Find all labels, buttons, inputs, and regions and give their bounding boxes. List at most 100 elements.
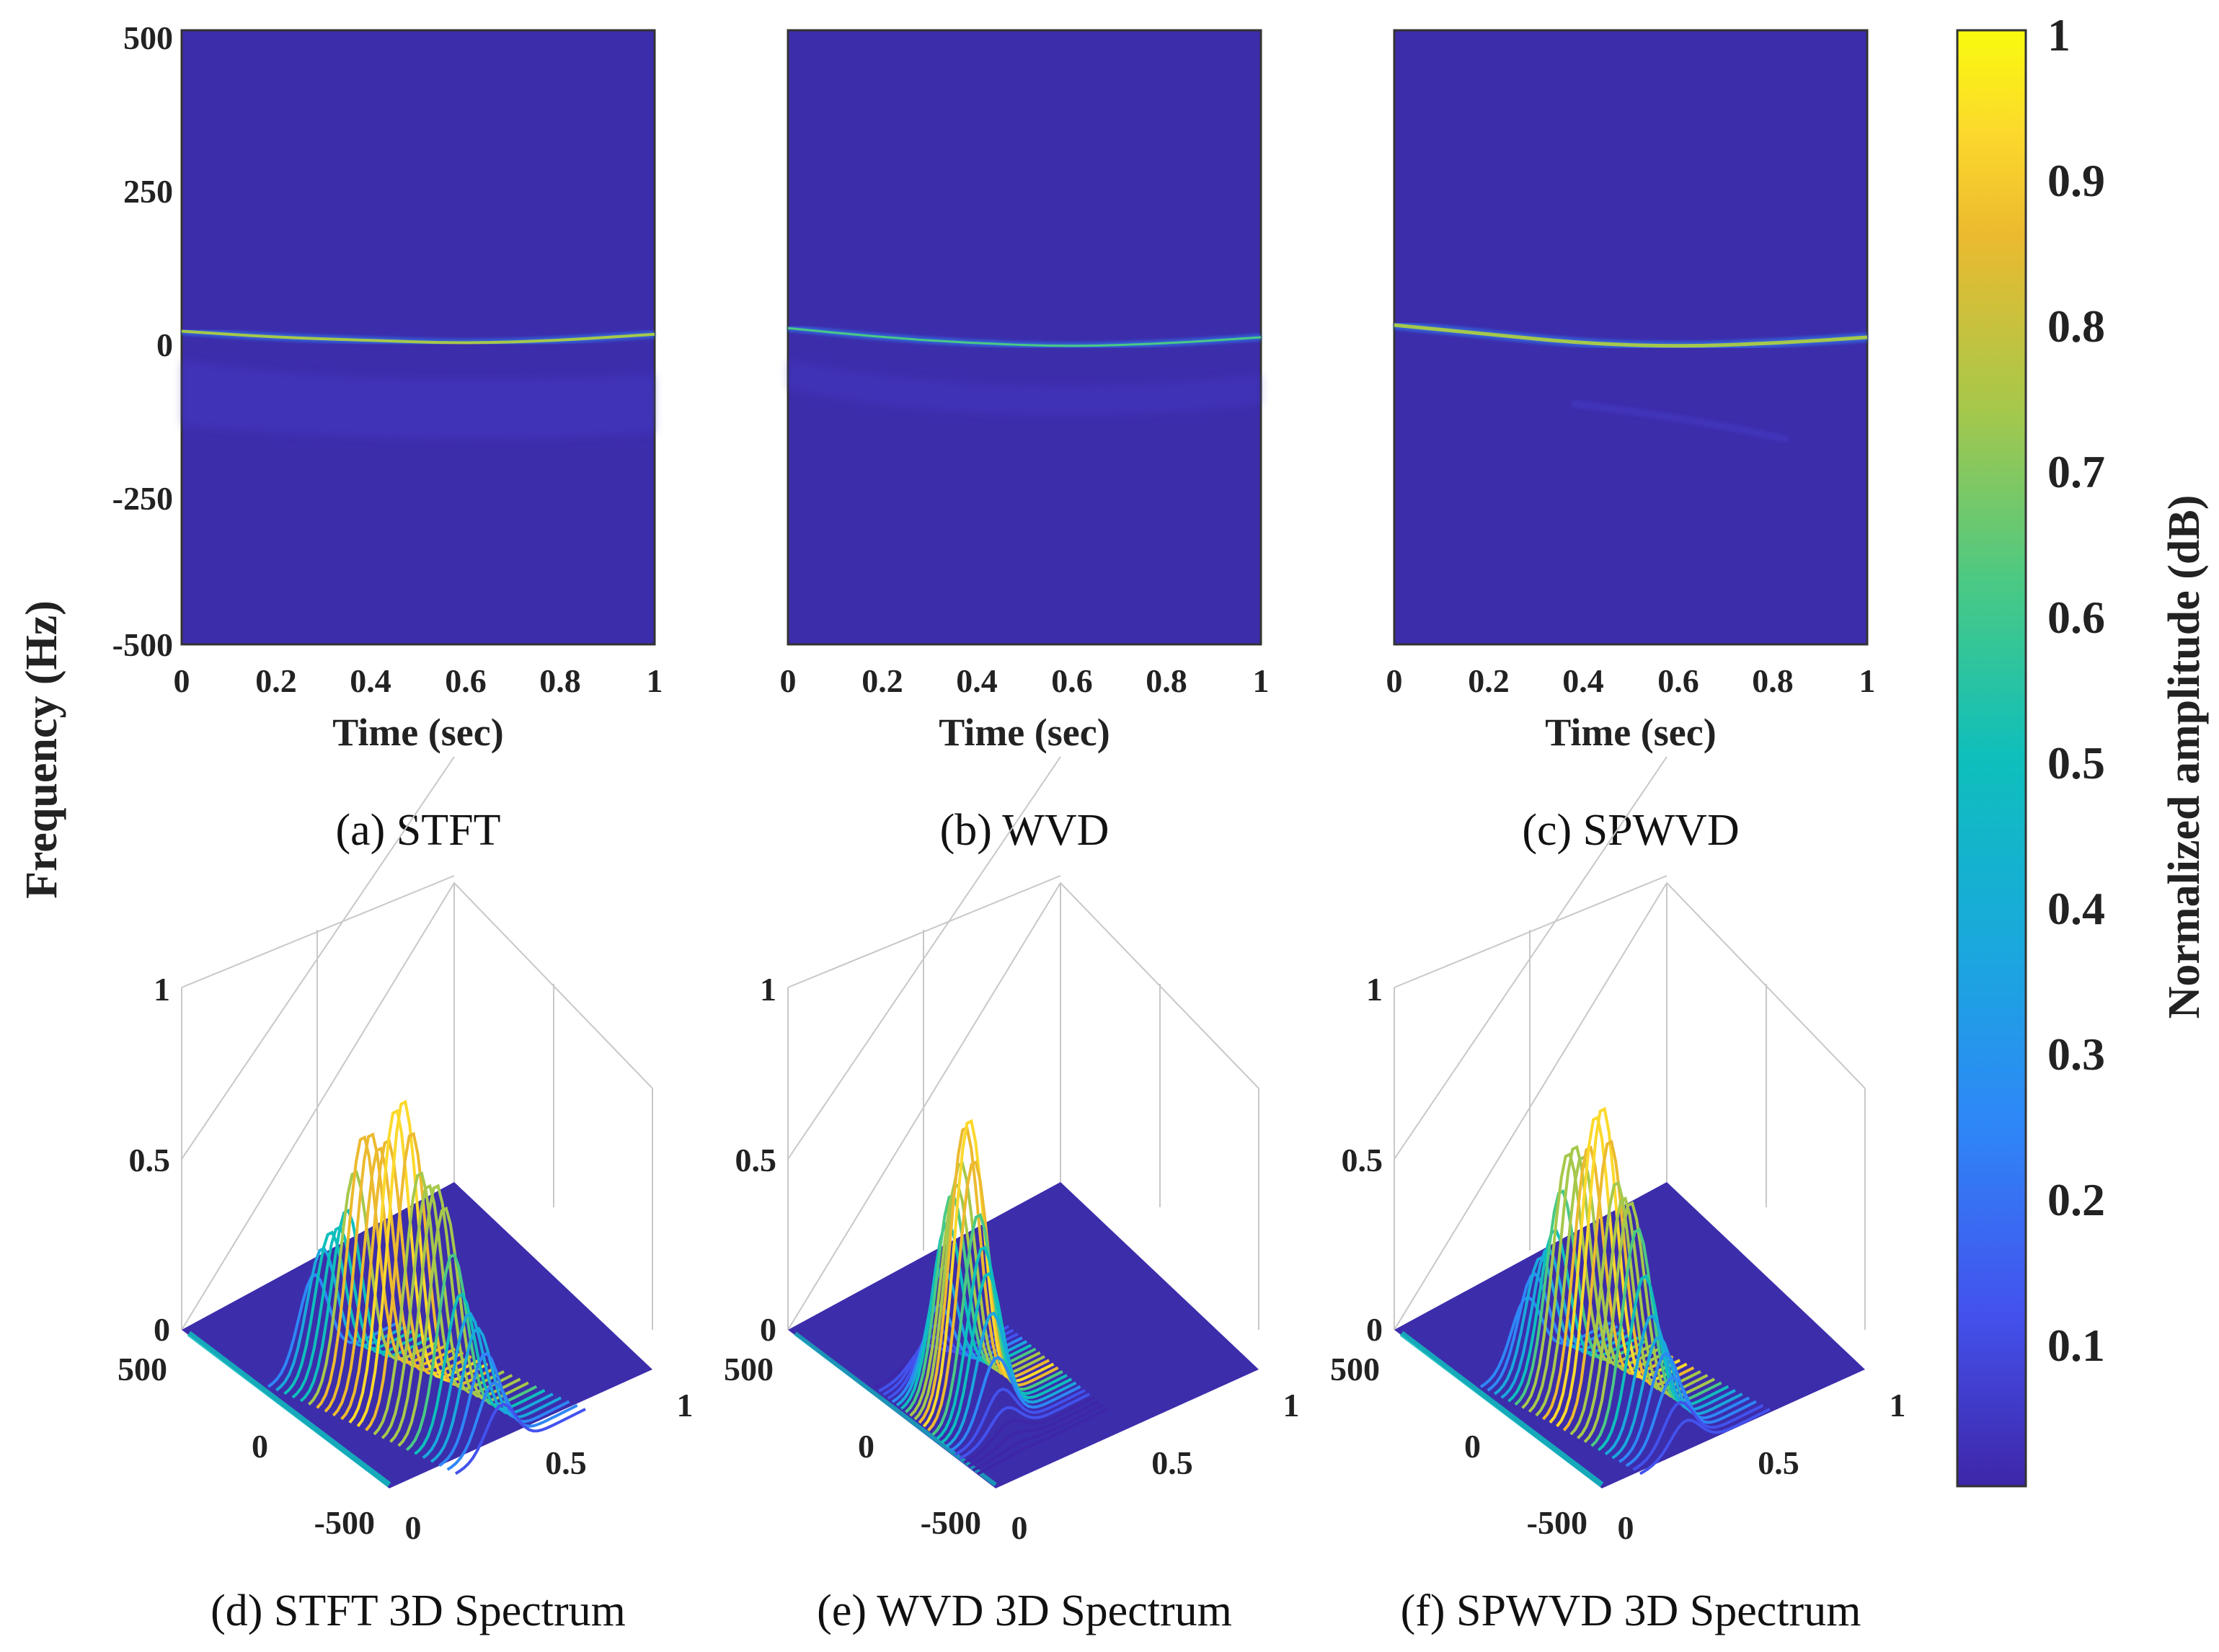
panel-a-xtick: 0 bbox=[174, 662, 190, 699]
panel-e-ridge-slice bbox=[900, 1220, 1032, 1410]
panel-d-ztick: 0.5 bbox=[129, 1142, 171, 1178]
panel-c-xlabel: Time (sec) bbox=[1545, 711, 1716, 754]
panel-a-ytick: 250 bbox=[123, 173, 173, 210]
panel-f-timetick: 1 bbox=[1890, 1387, 1906, 1424]
panel-e-ridges bbox=[874, 1119, 1108, 1475]
panel-f-ztick: 1 bbox=[1366, 971, 1383, 1008]
panel-e-ridge-slice bbox=[922, 1119, 1055, 1428]
panel-e-ridge-slice bbox=[909, 1183, 1041, 1417]
panel-e-timetick: 0.5 bbox=[1151, 1444, 1193, 1481]
panel-b-xtick: 1 bbox=[1253, 662, 1270, 699]
colorbar-tick: 0.4 bbox=[2047, 883, 2105, 934]
panel-a-xticks: 0 0.2 0.4 0.6 0.8 1 bbox=[174, 662, 663, 699]
panel-f-floor-edge bbox=[1399, 1331, 1604, 1488]
panel-a-ytick: 500 bbox=[123, 19, 173, 56]
panel-f-grid bbox=[1394, 756, 1866, 1331]
panel-e-freqtick: -500 bbox=[921, 1504, 981, 1541]
panel-b-ridge-core bbox=[787, 327, 1262, 347]
panel-d-timetick: 0 bbox=[405, 1509, 422, 1546]
panel-d-ridge-slice bbox=[373, 1171, 505, 1436]
panel-f-freqtick: 500 bbox=[1330, 1351, 1380, 1387]
panel-b-caption: (b) WVD bbox=[940, 806, 1110, 855]
panel-f-ztick: 0.5 bbox=[1342, 1142, 1383, 1178]
panel-a-noise bbox=[182, 360, 655, 438]
panel-f-ridge-slice bbox=[1521, 1152, 1653, 1409]
panel-f-ridge-slice bbox=[1611, 1335, 1743, 1460]
panel-e-ridge-slice bbox=[959, 1393, 1090, 1460]
panel-f-freqtick: -500 bbox=[1527, 1504, 1587, 1541]
panel-a-xtick: 1 bbox=[647, 662, 663, 699]
colorbar-tick: 1 bbox=[2047, 9, 2070, 61]
panel-e-caption: (e) WVD 3D Spectrum bbox=[817, 1586, 1232, 1635]
colorbar-gradient bbox=[1956, 29, 2027, 1488]
panel-e-timetick: 1 bbox=[1283, 1387, 1300, 1424]
panel-c-noise bbox=[1571, 400, 1789, 443]
panel-d-freqtick: 500 bbox=[118, 1351, 167, 1387]
panel-b-xtick: 0.8 bbox=[1146, 662, 1187, 699]
panel-c-ridge-core bbox=[1394, 323, 1868, 348]
panel-d-ridge-slice bbox=[454, 1402, 586, 1475]
panel-d-ridge-slice bbox=[422, 1312, 554, 1460]
colorbar-tick: 0.5 bbox=[2047, 737, 2105, 789]
panel-f-caption: (f) SPWVD 3D Spectrum bbox=[1401, 1586, 1861, 1635]
panel-c-xtick: 1 bbox=[1859, 662, 1876, 699]
panel-d-ztick: 0 bbox=[154, 1311, 170, 1348]
panel-e-grid bbox=[787, 756, 1259, 1331]
panel-f-freqtick: 0 bbox=[1464, 1428, 1481, 1465]
panel-d-ridge-slice bbox=[405, 1252, 538, 1452]
panel-e-ridge-slice bbox=[963, 1396, 1095, 1464]
panel-e-ztick: 1 bbox=[760, 971, 776, 1008]
panel-a-xtick: 0.6 bbox=[445, 662, 487, 699]
panel-f-ridge-slice bbox=[1625, 1375, 1757, 1467]
panel-a-xtick: 0.4 bbox=[350, 662, 391, 699]
panel-c-xtick: 0.6 bbox=[1657, 662, 1699, 699]
colorbar-tick: 0.8 bbox=[2047, 301, 2105, 352]
panel-e-ridge-slice bbox=[972, 1404, 1104, 1472]
panel-a-caption: (a) STFT bbox=[335, 806, 500, 855]
colorbar-tick: 0.9 bbox=[2047, 155, 2105, 206]
panel-f-timetick: 0 bbox=[1618, 1509, 1634, 1546]
panel-b-noise bbox=[788, 360, 1261, 415]
colorbar-label: Normalized amplitude (dB) bbox=[2160, 495, 2209, 1019]
panel-d-timetick: 1 bbox=[677, 1387, 694, 1424]
panel-d-ridges bbox=[267, 1099, 586, 1475]
panel-a-ytick: 0 bbox=[156, 327, 173, 363]
panel-a-xtick: 0.8 bbox=[539, 662, 581, 699]
panel-f: 0 0.5 1 500 0 -500 0 0.5 1 (f) SPWVD 3D … bbox=[1330, 756, 1906, 1635]
panel-e-ridge-slice bbox=[977, 1408, 1108, 1475]
panel-d-freqtick: 0 bbox=[252, 1428, 268, 1465]
panel-a: 0 0.2 0.4 0.6 0.8 1 500 250 0 -250 -500 … bbox=[112, 19, 663, 855]
panel-e: 0 0.5 1 500 0 -500 0 0.5 1 (e) WVD 3D Sp… bbox=[724, 756, 1300, 1635]
panel-f-timetick: 0.5 bbox=[1758, 1444, 1799, 1481]
panel-b-xtick: 0 bbox=[780, 662, 797, 699]
panel-c-plot-area bbox=[1393, 29, 1869, 646]
colorbar-ticks: 1 0.9 0.8 0.7 0.6 0.5 0.4 0.3 0.2 0.1 bbox=[2047, 9, 2105, 1371]
panel-d-freqtick: -500 bbox=[314, 1504, 375, 1541]
panel-b-xtick: 0.6 bbox=[1051, 662, 1093, 699]
panel-f-ridge-slice bbox=[1583, 1201, 1715, 1444]
panel-b-xtick: 0.4 bbox=[956, 662, 998, 699]
panel-d: 0 0.5 1 500 0 -500 0 0.5 1 (d) STFT 3D S… bbox=[118, 756, 694, 1635]
panel-e-ridge-slice bbox=[954, 1387, 1086, 1457]
panel-f-ridge-slice bbox=[1577, 1196, 1709, 1439]
panel-d-grid bbox=[181, 756, 653, 1331]
panel-a-ytick: -250 bbox=[112, 480, 173, 517]
panel-e-ridge-slice bbox=[967, 1400, 1099, 1468]
panel-c-xtick: 0 bbox=[1386, 662, 1403, 699]
panel-d-timetick: 0.5 bbox=[545, 1444, 587, 1481]
colorbar-tick: 0.1 bbox=[2047, 1320, 2105, 1371]
panel-e-ridge-slice bbox=[945, 1311, 1077, 1448]
panel-a-xlabel: Time (sec) bbox=[332, 711, 503, 754]
colorbar-tick: 0.3 bbox=[2047, 1029, 2105, 1080]
panel-b: 0 0.2 0.4 0.6 0.8 1 Time (sec) (b) WVD bbox=[780, 29, 1270, 855]
panel-e-ridge-slice bbox=[949, 1355, 1081, 1452]
colorbar-tick: 0.2 bbox=[2047, 1174, 2105, 1225]
panel-e-freqtick: 500 bbox=[724, 1351, 774, 1387]
panel-e-floor-edge bbox=[794, 1331, 997, 1487]
panel-c-xtick: 0.2 bbox=[1468, 662, 1510, 699]
panel-a-yticks: 500 250 0 -250 -500 bbox=[112, 19, 173, 663]
panel-c-caption: (c) SPWVD bbox=[1522, 806, 1739, 855]
panel-a-ridge-core bbox=[181, 329, 655, 345]
panel-c-xtick: 0.8 bbox=[1752, 662, 1794, 699]
